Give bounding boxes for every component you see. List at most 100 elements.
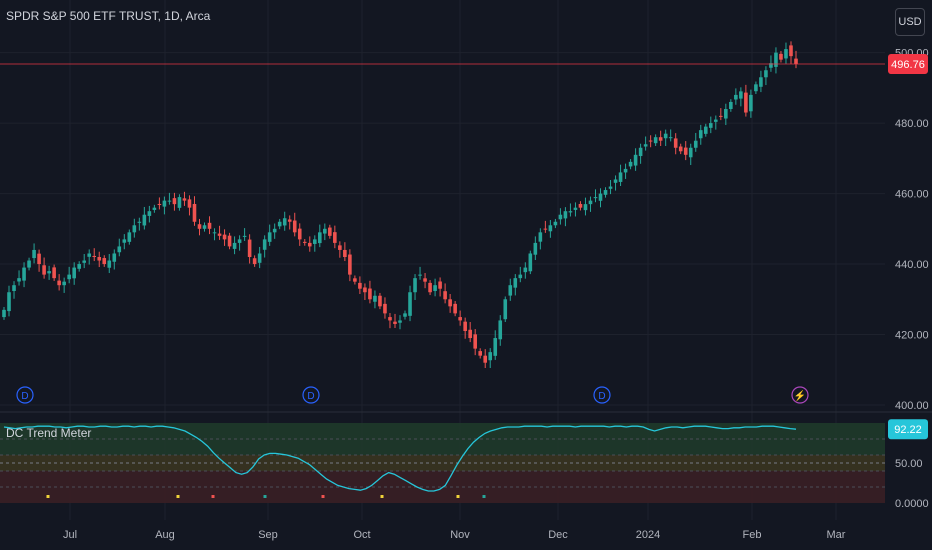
candle-body <box>759 77 763 87</box>
candle-body <box>298 229 302 240</box>
candle-body <box>544 229 548 230</box>
candle-body <box>579 204 583 208</box>
candle-body <box>393 322 397 324</box>
candle-body <box>488 352 492 360</box>
candle-body <box>128 232 132 242</box>
candle-body <box>549 225 553 231</box>
candle-body <box>383 304 387 314</box>
candle-body <box>468 330 472 338</box>
candle-body <box>87 253 91 256</box>
candles[interactable] <box>2 41 798 368</box>
candle-body <box>458 317 462 320</box>
candle-body <box>699 130 703 138</box>
candle-body <box>734 95 738 100</box>
candle-body <box>67 275 71 280</box>
candle-body <box>513 278 517 288</box>
candle-body <box>794 59 798 64</box>
candle-body <box>619 172 623 182</box>
signal-dot <box>381 495 384 498</box>
candle-body <box>614 179 618 182</box>
candle-body <box>493 338 497 356</box>
candle-body <box>238 239 242 243</box>
signal-dot <box>457 495 460 498</box>
candle-body <box>418 275 422 276</box>
candle-body <box>193 204 197 222</box>
candle-body <box>378 296 382 307</box>
candle-body <box>604 190 608 195</box>
candle-body <box>564 211 568 218</box>
time-tick-label: Oct <box>353 529 370 541</box>
candle-body <box>258 253 262 262</box>
candle-body <box>293 221 297 233</box>
candle-body <box>62 282 66 286</box>
candle-body <box>42 265 46 274</box>
candle-body <box>47 271 51 273</box>
price-tick-label: 400.00 <box>895 400 929 412</box>
time-axis[interactable]: Jul Aug Sep Oct Nov Dec 2024 Feb Mar <box>63 529 846 541</box>
candle-body <box>388 317 392 320</box>
candle-body <box>438 281 442 288</box>
candle-body <box>584 204 588 210</box>
candle-body <box>408 292 412 316</box>
event-markers[interactable]: D D D ⚡ <box>17 387 808 403</box>
candle-body <box>283 218 287 225</box>
indicator-pane[interactable]: 50.00 0.0000 <box>0 412 932 510</box>
candle-body <box>102 258 106 264</box>
candle-body <box>744 93 748 113</box>
signal-dot <box>483 495 486 498</box>
candle-body <box>684 148 688 155</box>
currency-button[interactable]: USD <box>895 8 925 36</box>
candle-body <box>674 138 678 147</box>
signal-dot <box>177 495 180 498</box>
candle-body <box>554 222 558 226</box>
candle-body <box>143 215 147 226</box>
dividend-event-glyph: D <box>21 391 28 402</box>
candle-body <box>343 250 347 257</box>
candle-body <box>57 281 61 286</box>
candle-body <box>574 208 578 210</box>
candle-body <box>694 141 698 148</box>
candle-body <box>188 199 192 207</box>
candle-body <box>32 250 36 258</box>
last-price-label: 496.76 <box>888 54 928 74</box>
candle-body <box>77 264 81 269</box>
candle-body <box>634 155 638 166</box>
candle-body <box>599 194 603 201</box>
candle-body <box>649 141 653 142</box>
candle-body <box>253 258 257 264</box>
candle-body <box>453 304 457 314</box>
candle-body <box>198 224 202 229</box>
candle-body <box>2 310 6 317</box>
candle-body <box>704 127 708 134</box>
candle-body <box>7 292 11 311</box>
candle-body <box>764 70 768 77</box>
signal-dot <box>47 495 50 498</box>
candle-body <box>107 261 111 268</box>
candle-body <box>529 253 533 271</box>
candle-body <box>719 116 723 117</box>
time-tick-label: Dec <box>548 529 568 541</box>
dividend-event-glyph: D <box>307 391 314 402</box>
candle-body <box>669 137 673 138</box>
candle-body <box>664 134 668 139</box>
candle-body <box>413 278 417 292</box>
indicator-title[interactable]: DC Trend Meter <box>6 426 91 440</box>
candle-body <box>498 320 502 339</box>
candle-body <box>644 144 648 146</box>
candle-body <box>443 291 447 299</box>
candle-body <box>784 49 788 58</box>
candle-body <box>17 278 21 281</box>
candle-body <box>508 285 512 295</box>
time-tick-label: Sep <box>258 529 278 541</box>
time-tick-label: Mar <box>827 529 846 541</box>
price-tick-label: 420.00 <box>895 330 929 342</box>
candle-body <box>163 201 167 207</box>
price-tick-label: 460.00 <box>895 189 929 201</box>
candle-body <box>448 299 452 306</box>
indicator-tick-label: 50.00 <box>895 458 923 470</box>
candle-body <box>559 215 563 220</box>
candle-body <box>689 148 693 158</box>
candle-body <box>629 162 633 167</box>
